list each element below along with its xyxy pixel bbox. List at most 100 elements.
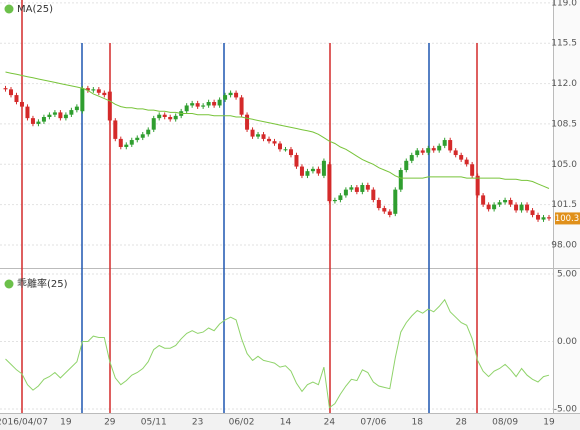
candle-body: [201, 105, 206, 107]
ma-line: [5, 71, 550, 189]
candle-body: [91, 89, 96, 91]
legend-label: MA(25): [17, 4, 53, 15]
candle-body: [195, 103, 200, 107]
candle-body: [168, 116, 173, 120]
candle-body: [162, 114, 167, 117]
y-tick-label: 101.5: [551, 200, 577, 210]
candle-body: [420, 150, 425, 153]
candle-body: [140, 134, 145, 138]
candle-body: [261, 134, 266, 139]
candle-body: [63, 114, 68, 119]
candle-body: [360, 185, 365, 192]
candle-body: [547, 217, 552, 219]
candle-body: [96, 89, 101, 93]
last-value-label: 100.3: [555, 214, 579, 224]
candle-body: [503, 199, 508, 203]
candle-body: [497, 202, 502, 205]
x-tick-label: 28: [455, 418, 467, 428]
candle-body: [135, 137, 140, 141]
x-tick-label: 29: [104, 418, 116, 428]
y-tick-label: 105.0: [551, 160, 577, 170]
candle-body: [36, 121, 41, 124]
candle-body: [288, 149, 293, 156]
candle-body: [398, 170, 403, 190]
candle-body: [371, 189, 376, 200]
candle-body: [365, 185, 370, 190]
candle-body: [47, 114, 52, 117]
x-tick-label: 19: [543, 418, 555, 428]
candle-body: [58, 112, 63, 119]
candle-body: [234, 92, 239, 98]
candle-body: [536, 214, 541, 220]
candle-body: [338, 195, 343, 200]
legend-label: 乖離率(25): [17, 277, 68, 290]
candle-body: [74, 106, 79, 111]
y-axis-strip: [553, 0, 580, 413]
signal-lines: [21, 0, 478, 413]
x-tick-label: 2016/04/07: [0, 418, 48, 428]
candle-body: [299, 166, 304, 176]
candle-body: [8, 89, 13, 96]
candle-body: [52, 112, 57, 115]
candle-body: [393, 189, 398, 214]
candle-body: [25, 106, 30, 119]
candle-body: [316, 168, 321, 174]
candle-body: [245, 114, 250, 130]
x-axis-strip: [0, 413, 580, 430]
candle-body: [80, 88, 85, 112]
candle-body: [409, 155, 414, 161]
candle-body: [19, 102, 24, 107]
candle-body: [321, 160, 326, 176]
candle-body: [464, 159, 469, 165]
candle-body: [332, 199, 337, 202]
candle-body: [530, 210, 535, 215]
candle-body: [228, 92, 233, 96]
last-value-tag: [555, 212, 580, 225]
candle-body: [508, 199, 513, 205]
candle-body: [327, 164, 332, 202]
candle-body: [470, 164, 475, 176]
candle-body: [129, 140, 134, 145]
candle-body: [85, 88, 90, 91]
x-tick-label: 08/09: [492, 418, 518, 428]
candle-body: [250, 129, 255, 137]
candle-body: [354, 187, 359, 192]
candle-body: [541, 217, 546, 220]
candle-body: [349, 187, 354, 190]
legend-icon: [4, 4, 14, 14]
candle-body: [3, 88, 8, 90]
candle-body: [190, 103, 195, 106]
candle-body: [14, 95, 19, 103]
line-series: [5, 298, 550, 409]
candle-body: [283, 149, 288, 151]
candle-body: [223, 95, 228, 100]
y-tick-label: 98.00: [551, 240, 577, 250]
candle-body: [113, 120, 118, 139]
x-tick-label: 24: [324, 418, 336, 428]
candle-body: [519, 204, 524, 211]
candle-body: [442, 140, 447, 146]
y-tick-label: 108.5: [551, 119, 577, 129]
candle-body: [30, 118, 35, 124]
candle-body: [382, 208, 387, 212]
y-tick-label: 112.0: [551, 79, 577, 89]
candle-body: [184, 105, 189, 112]
candle-body: [431, 148, 436, 151]
candle-body: [173, 115, 178, 120]
y-tick-label: 115.5: [551, 39, 577, 49]
candle-body: [118, 138, 123, 147]
candle-body: [415, 150, 420, 156]
candle-body: [481, 195, 486, 205]
x-tick-label: 06/02: [229, 418, 255, 428]
candle-body: [437, 145, 442, 151]
x-tick-label: 05/11: [141, 418, 167, 428]
x-tick-label: 14: [280, 418, 292, 428]
candle-body: [217, 99, 222, 106]
candle-body: [404, 160, 409, 171]
candle-body: [124, 144, 129, 147]
candle-body: [107, 91, 112, 121]
candle-body: [146, 129, 151, 135]
candle-body: [41, 116, 46, 122]
candle-body: [387, 211, 392, 215]
